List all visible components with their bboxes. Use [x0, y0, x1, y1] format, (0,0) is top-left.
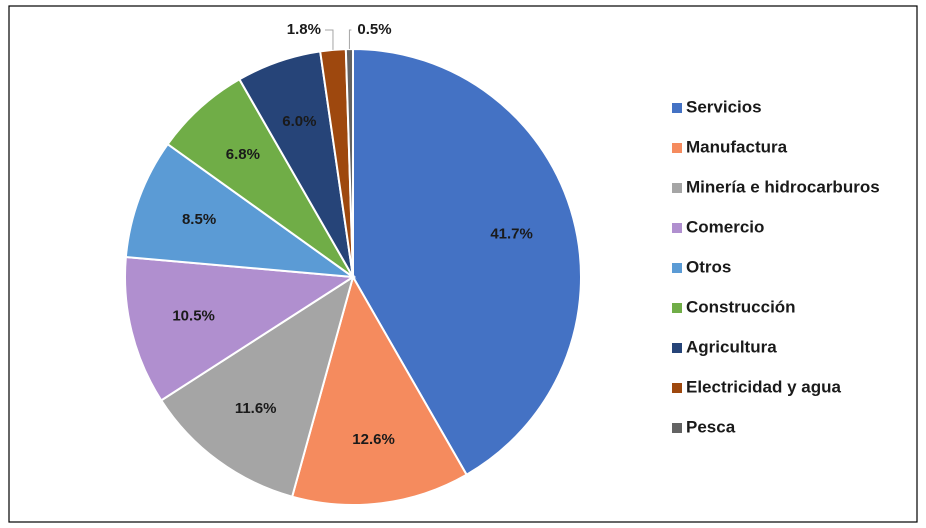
data-label: 8.5%	[182, 211, 216, 228]
legend-label: Comercio	[686, 217, 764, 236]
data-label: 12.6%	[352, 431, 395, 448]
leader-line	[348, 29, 352, 50]
legend-swatch	[672, 263, 682, 273]
legend-label: Construcción	[686, 297, 796, 316]
data-label: 0.5%	[357, 21, 391, 38]
legend-swatch	[672, 303, 682, 313]
legend-swatch	[672, 103, 682, 113]
legend-label: Electricidad y agua	[686, 377, 841, 396]
legend-label: Minería e hidrocarburos	[686, 177, 880, 196]
data-label: 6.8%	[226, 146, 260, 163]
legend-swatch	[672, 423, 682, 433]
legend-label: Manufactura	[686, 137, 788, 156]
pie-slice	[290, 274, 468, 506]
leader-line	[324, 29, 334, 50]
legend-label: Pesca	[686, 417, 736, 436]
data-label: 1.8%	[287, 21, 321, 38]
legend-label: Agricultura	[686, 337, 777, 356]
legend-label: Otros	[686, 257, 731, 276]
data-label: 11.6%	[235, 400, 277, 417]
data-label: 41.7%	[490, 226, 533, 243]
pie-slice	[159, 274, 355, 498]
legend-swatch	[672, 343, 682, 353]
legend-swatch	[672, 183, 682, 193]
pie-slice	[124, 142, 357, 279]
data-label: 10.5%	[172, 307, 215, 324]
legend-swatch	[672, 223, 682, 233]
data-label: 6.0%	[282, 113, 316, 130]
pie-slice	[124, 255, 356, 402]
legend-swatch	[672, 143, 682, 153]
pie-slice	[352, 47, 582, 477]
legend-swatch	[672, 383, 682, 393]
legend-label: Servicios	[686, 97, 762, 116]
